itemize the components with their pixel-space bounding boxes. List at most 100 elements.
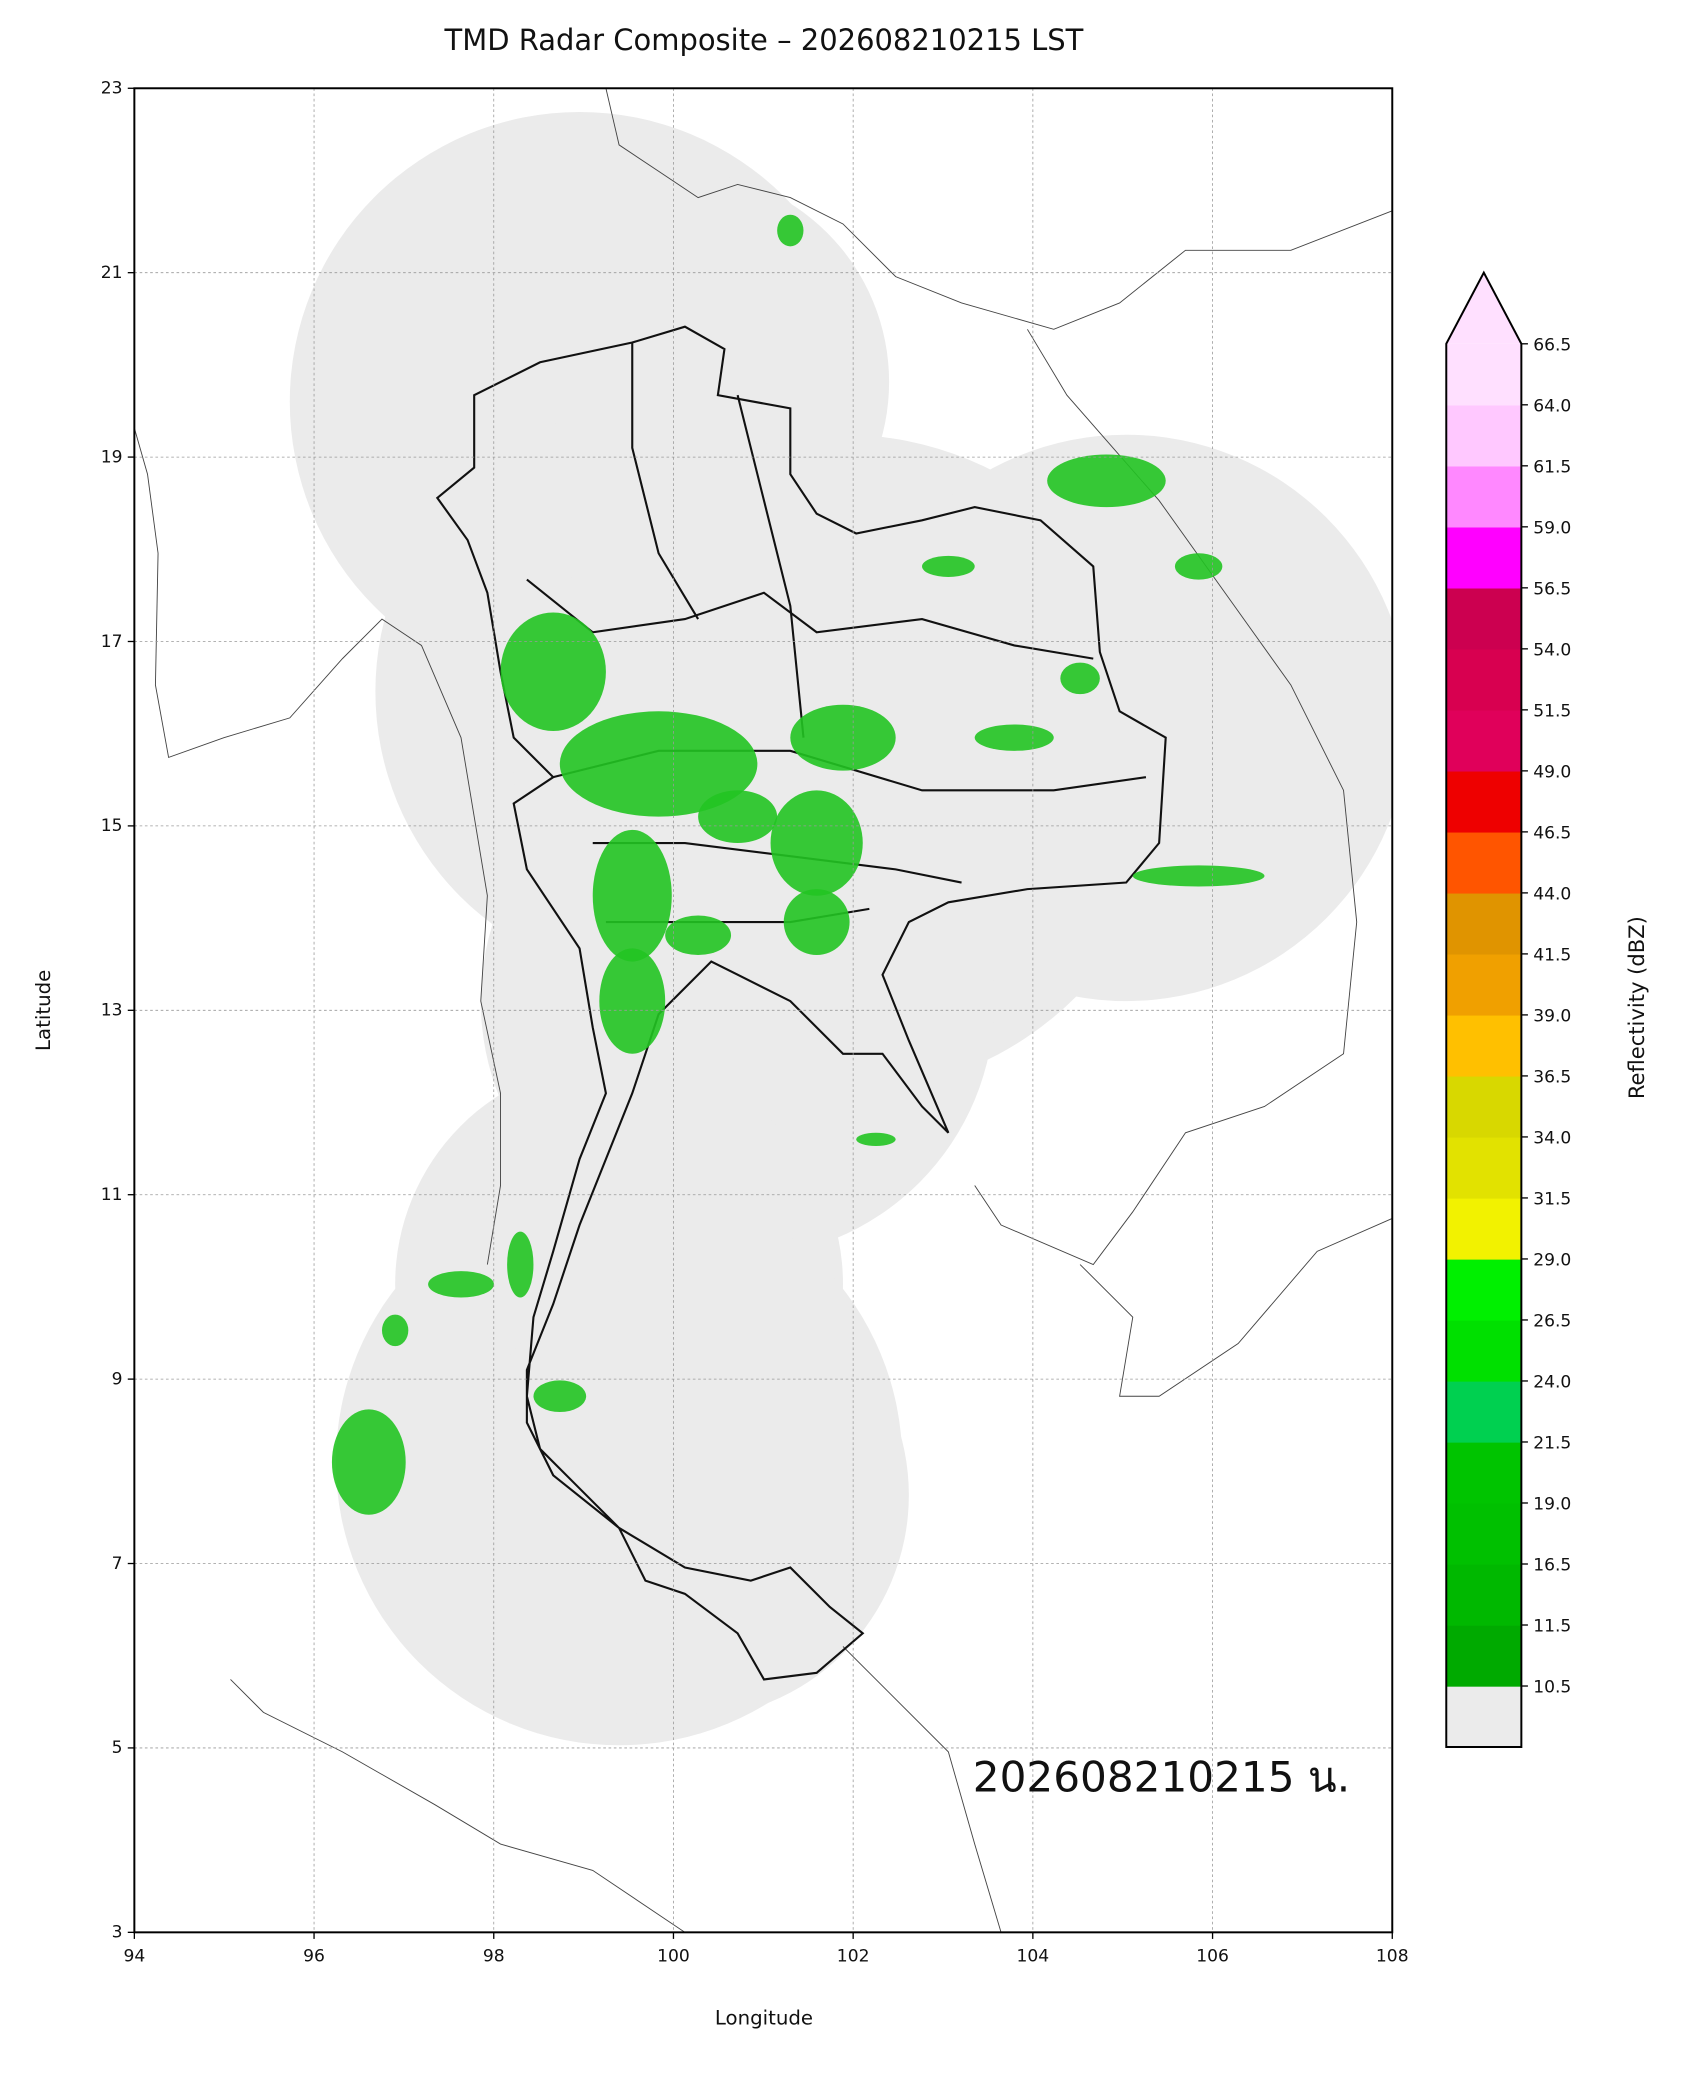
colorbar-tick-label: 46.5 — [1533, 823, 1571, 843]
neighbour-coastlines — [134, 88, 1393, 1933]
colorbar-segment — [1446, 1319, 1522, 1382]
colorbar-label: Reflectivity (dBZ) — [1624, 916, 1649, 1099]
colorbar-tick-label: 29.0 — [1533, 1251, 1571, 1271]
colorbar-tick-label: 10.5 — [1533, 1678, 1571, 1698]
colorbar-outline — [1445, 270, 1523, 1749]
map-layer — [134, 88, 1393, 1933]
y-tick-label: 15 — [101, 816, 123, 836]
echo — [381, 1314, 409, 1347]
colorbar-segment — [1446, 831, 1522, 894]
y-tick-label: 3 — [112, 1923, 123, 1943]
coastline — [605, 88, 1393, 330]
colorbar-tick-label: 21.5 — [1533, 1434, 1571, 1454]
coastline — [974, 329, 1358, 1266]
x-tick-label: 100 — [657, 1946, 690, 1966]
colorbar-segment — [1446, 1441, 1522, 1504]
radar-echoes — [331, 214, 1265, 1515]
colorbar-tick-label: 59.0 — [1533, 518, 1571, 538]
echo — [1047, 454, 1166, 508]
x-tick-label: 108 — [1376, 1946, 1409, 1966]
x-tick-label: 104 — [1017, 1946, 1050, 1966]
x-axis-label: Longitude — [715, 2007, 813, 2030]
y-tick-label: 5 — [112, 1738, 123, 1758]
colorbar-over — [1446, 272, 1522, 344]
colorbar-tick-label: 24.0 — [1533, 1373, 1571, 1393]
colorbar-segment — [1446, 1197, 1522, 1260]
chart-title: TMD Radar Composite – 202608210215 LST — [444, 23, 1084, 57]
echo — [1060, 662, 1100, 695]
echo — [599, 948, 666, 1054]
y-tick-label: 21 — [101, 263, 123, 283]
colorbar-tick-label: 19.0 — [1533, 1495, 1571, 1515]
colorbar-segment — [1446, 892, 1522, 955]
colorbar-segment — [1446, 465, 1522, 528]
echo — [1174, 553, 1223, 580]
y-tick-label: 13 — [101, 1001, 123, 1021]
colorbar-segment — [1446, 1014, 1522, 1077]
coastline — [842, 1646, 1002, 1933]
border — [435, 325, 1167, 1681]
colorbar-tick-label: 64.0 — [1533, 396, 1571, 416]
echo — [1132, 865, 1265, 887]
echo — [856, 1132, 896, 1146]
y-tick-label: 19 — [101, 447, 123, 467]
colorbar-tick-label: 41.5 — [1533, 945, 1571, 965]
colorbar-segment — [1446, 953, 1522, 1016]
colorbar-tick-label: 44.0 — [1533, 884, 1571, 904]
colorbar-segment — [1446, 1502, 1522, 1565]
echo — [559, 711, 758, 817]
echo — [770, 790, 863, 896]
timestamp-annotation: 202608210215 น. — [973, 1752, 1350, 1801]
colorbar-segment — [1446, 343, 1522, 406]
echo — [698, 790, 778, 844]
y-axis-label: Latitude — [32, 970, 55, 1051]
colorbar-segment — [1446, 709, 1522, 772]
y-tick-label: 23 — [101, 79, 123, 99]
colorbar-tick-label: 49.0 — [1533, 762, 1571, 782]
echo — [783, 889, 850, 955]
colorbar-segment — [1446, 1625, 1522, 1687]
colorbar-tick-label: 54.0 — [1533, 640, 1571, 660]
x-tick-label: 106 — [1196, 1946, 1229, 1966]
echo — [592, 829, 672, 962]
coastline — [1079, 1217, 1393, 1397]
colorbar-segment — [1446, 648, 1522, 711]
echo — [974, 724, 1054, 751]
colorbar-tick-label: 66.5 — [1533, 335, 1571, 355]
colorbar-tick-label: 51.5 — [1533, 701, 1571, 721]
echo — [331, 1409, 406, 1515]
x-tick-label: 94 — [123, 1946, 145, 1966]
echo — [777, 214, 804, 247]
colorbar-segment — [1446, 526, 1522, 589]
y-tick-label: 11 — [101, 1185, 123, 1205]
echo — [507, 1231, 534, 1298]
colorbar-tick-label: 61.5 — [1533, 457, 1571, 477]
colorbar-tick-label: 36.5 — [1533, 1068, 1571, 1088]
echo — [533, 1380, 587, 1413]
colorbar-under — [1446, 1686, 1522, 1748]
y-tick-label: 17 — [101, 632, 123, 652]
x-tick-label: 98 — [483, 1946, 505, 1966]
colorbar-segment — [1446, 587, 1522, 650]
colorbar-segment — [1446, 770, 1522, 833]
colorbar-tick-label: 26.5 — [1533, 1312, 1571, 1332]
colorbar-segment — [1446, 1258, 1522, 1321]
colorbar-segment — [1446, 1564, 1522, 1626]
colorbar-segment — [1446, 1075, 1522, 1138]
coastline — [134, 427, 501, 1265]
echo — [665, 915, 732, 955]
colorbar-tick-label: 39.0 — [1533, 1006, 1571, 1026]
colorbar-segment — [1446, 1380, 1522, 1443]
coastline — [230, 1679, 686, 1933]
y-tick-label: 9 — [112, 1369, 123, 1389]
colorbar-segment — [1446, 1136, 1522, 1199]
colorbar-tick-label: 31.5 — [1533, 1190, 1571, 1210]
echo — [922, 555, 975, 577]
colorbar-tick-label: 34.0 — [1533, 1129, 1571, 1149]
colorbar-tick-label: 16.5 — [1533, 1556, 1571, 1576]
x-tick-label: 102 — [837, 1946, 870, 1966]
echo — [790, 704, 896, 771]
x-tick-label: 96 — [303, 1946, 325, 1966]
